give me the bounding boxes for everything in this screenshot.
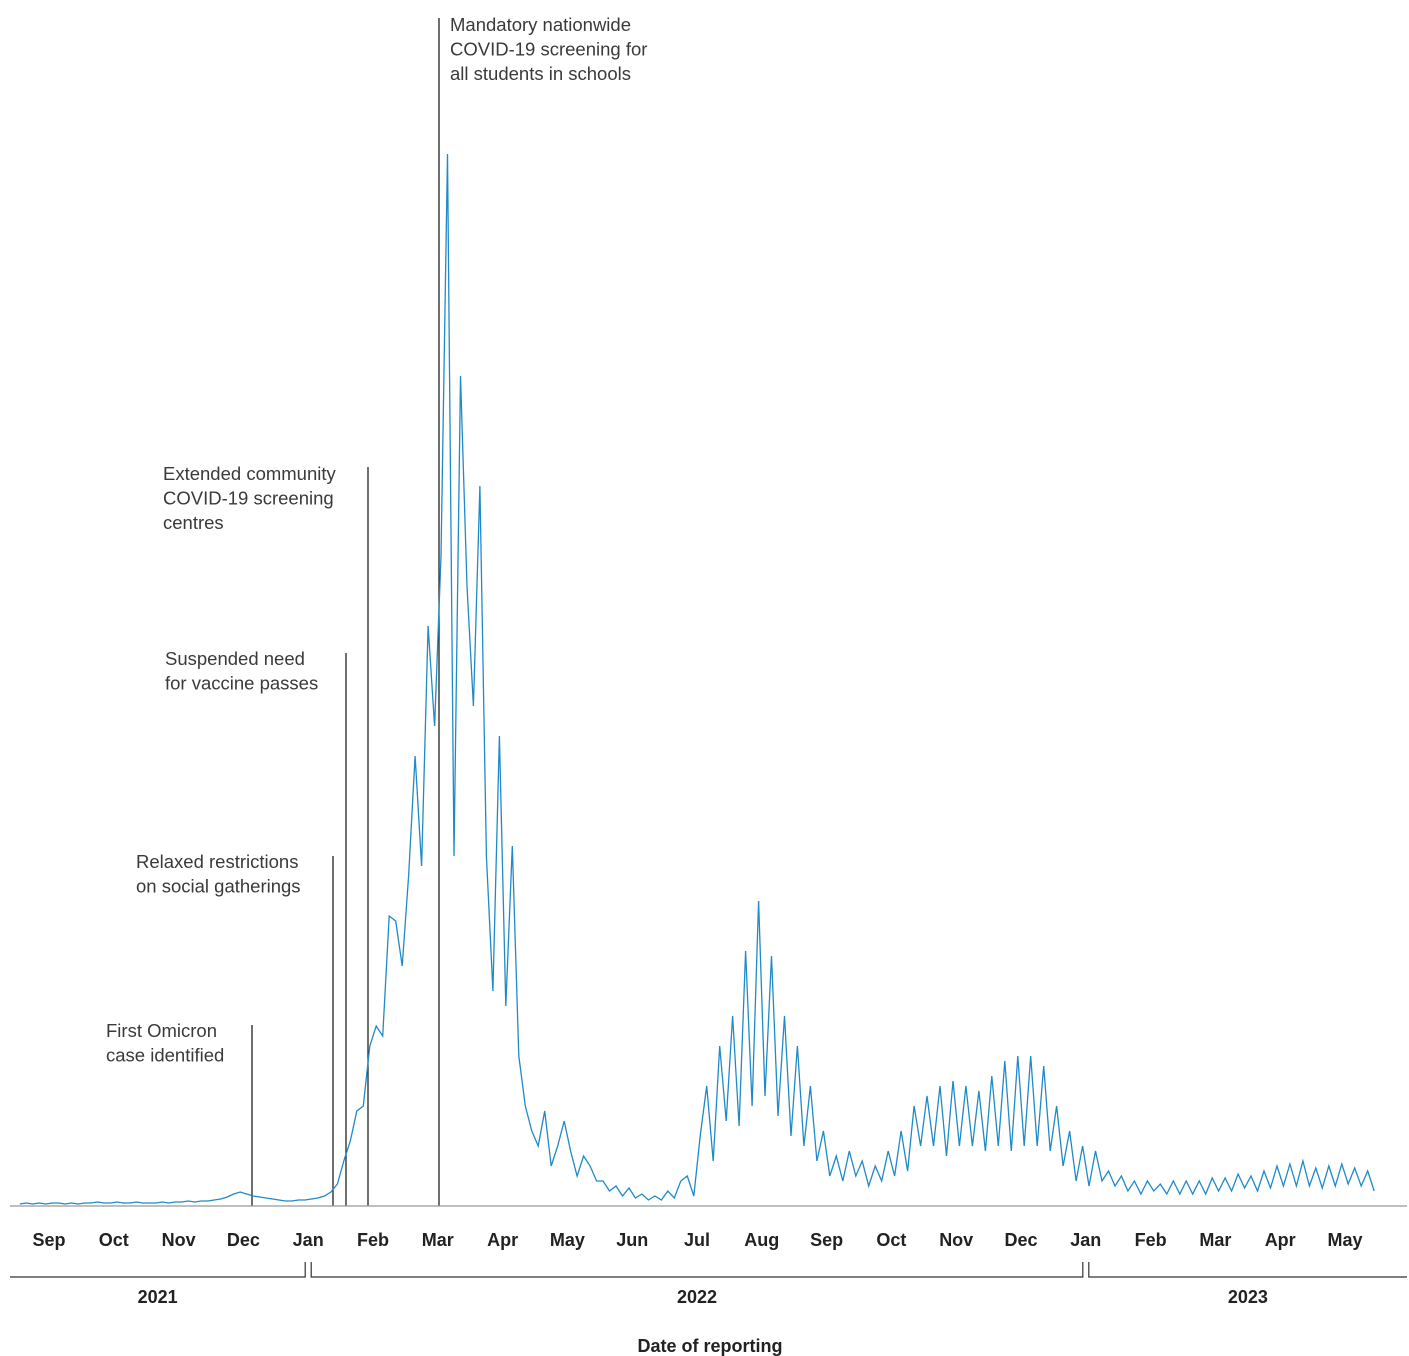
- x-tick-label: May: [1327, 1230, 1362, 1250]
- x-tick-label: Sep: [32, 1230, 65, 1250]
- x-tick-label: Dec: [1004, 1230, 1037, 1250]
- x-tick-label: Oct: [876, 1230, 906, 1250]
- x-tick-label: Nov: [939, 1230, 973, 1250]
- year-bracket: [10, 1262, 306, 1278]
- annotation-text: all students in schools: [450, 63, 631, 84]
- x-tick-label: Nov: [162, 1230, 196, 1250]
- year-label: 2023: [1228, 1287, 1268, 1307]
- annotation-text: on social gatherings: [136, 875, 301, 896]
- annotation-text: case identified: [106, 1044, 224, 1065]
- annotation-text: for vaccine passes: [165, 672, 318, 693]
- annotation-text: COVID-19 screening for: [450, 38, 647, 59]
- x-tick-label: Apr: [1265, 1230, 1296, 1250]
- x-tick-label: Mar: [422, 1230, 454, 1250]
- annotation-text: Mandatory nationwide: [450, 14, 631, 35]
- x-axis-title: Date of reporting: [637, 1336, 782, 1356]
- x-tick-label: Sep: [810, 1230, 843, 1250]
- x-tick-label: Feb: [1135, 1230, 1167, 1250]
- x-tick-label: May: [550, 1230, 585, 1250]
- year-label: 2021: [138, 1287, 178, 1307]
- x-tick-label: Mar: [1199, 1230, 1231, 1250]
- x-tick-label: Jul: [684, 1230, 710, 1250]
- annotation-text: Extended community: [163, 463, 337, 484]
- annotation-text: centres: [163, 512, 224, 533]
- x-tick-label: Apr: [487, 1230, 518, 1250]
- x-tick-label: Oct: [99, 1230, 129, 1250]
- year-label: 2022: [677, 1287, 717, 1307]
- x-tick-label: Aug: [744, 1230, 779, 1250]
- year-bracket: [1088, 1262, 1407, 1278]
- year-bracket: [310, 1262, 1084, 1278]
- x-tick-label: Jan: [1070, 1230, 1101, 1250]
- x-tick-label: Feb: [357, 1230, 389, 1250]
- x-tick-label: Jun: [616, 1230, 648, 1250]
- x-tick-label: Jan: [293, 1230, 324, 1250]
- annotation-text: First Omicron: [106, 1020, 217, 1041]
- annotation-text: COVID-19 screening: [163, 487, 334, 508]
- annotation-text: Suspended need: [165, 648, 305, 669]
- annotation-text: Relaxed restrictions: [136, 851, 298, 872]
- x-tick-label: Dec: [227, 1230, 260, 1250]
- data-line: [19, 153, 1375, 1205]
